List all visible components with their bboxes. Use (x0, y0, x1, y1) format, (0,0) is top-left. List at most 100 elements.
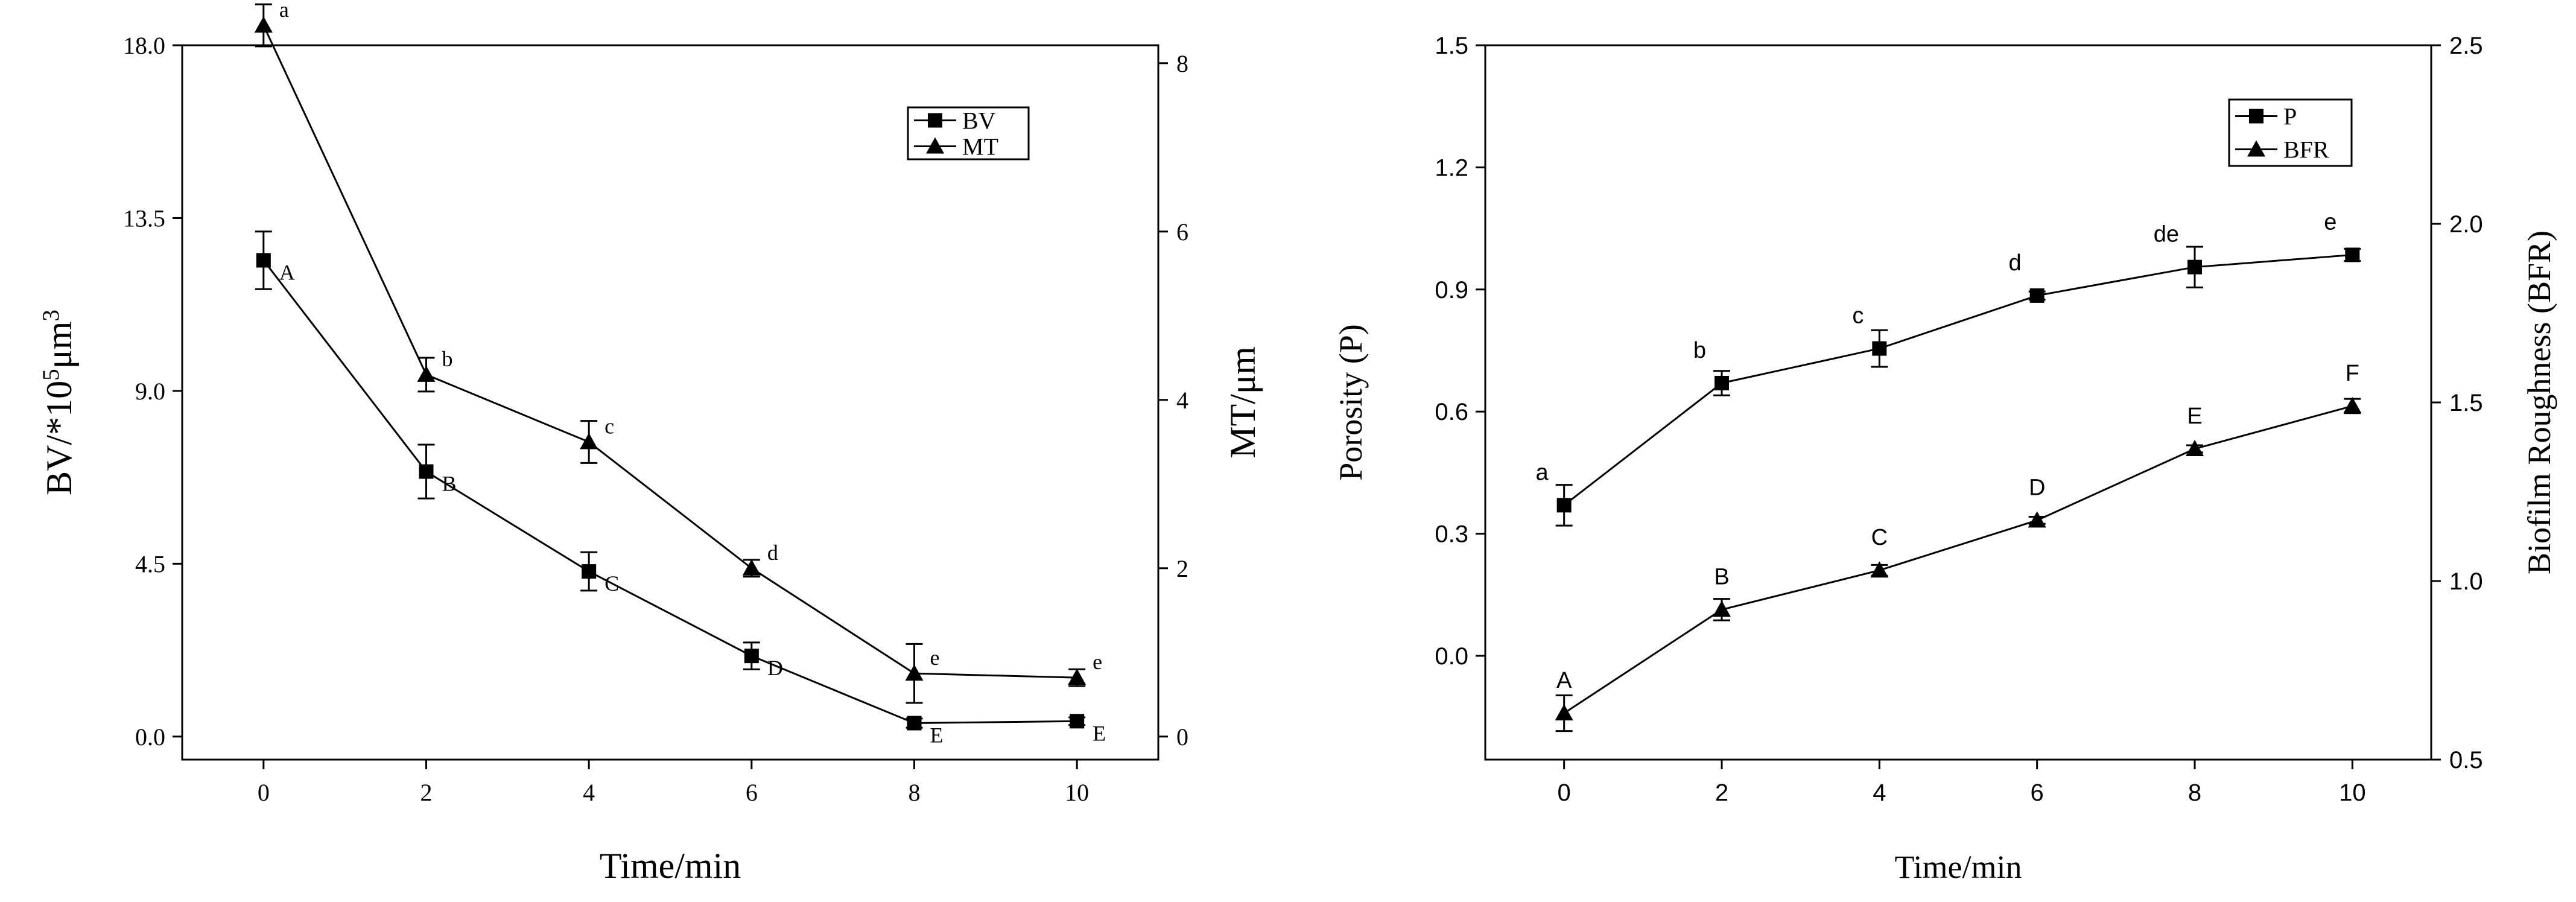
legend-label-p: P (2283, 103, 2297, 130)
significance-label: D (2029, 475, 2045, 500)
significance-label: e (1093, 650, 1102, 674)
series-mt: a b c d e e (254, 0, 1102, 704)
y2-tick-label: 1.0 (2449, 568, 2483, 595)
data-point-bfr (2343, 396, 2362, 413)
y2-tick-label: 2 (1176, 555, 1188, 582)
legend-label-bfr: BFR (2283, 136, 2329, 164)
significance-label: E (2187, 404, 2202, 429)
y-tick-label: 13.5 (123, 205, 165, 232)
data-point-p (2029, 288, 2045, 303)
y-axis-label-part: BV/*10 (39, 381, 79, 495)
x-tick-label: 6 (2031, 780, 2044, 806)
significance-label: F (2346, 361, 2359, 386)
x-tick-label: 4 (1873, 780, 1886, 806)
y-axis-label-part: μm (39, 322, 79, 369)
data-point-bv (1070, 714, 1085, 729)
y-tick-label: 0.6 (1435, 399, 1468, 425)
x-axis-label: Time/min (1894, 849, 2022, 885)
y2-tick-label: 1.5 (2449, 390, 2483, 416)
significance-label: a (279, 0, 289, 22)
y-tick-label: 0.3 (1435, 521, 1468, 548)
significance-label: E (930, 723, 944, 748)
data-point-p (2187, 259, 2202, 275)
data-point-bv (419, 464, 434, 479)
significance-label: b (442, 347, 453, 371)
data-point-p (1872, 341, 1887, 356)
series-bv: A B C D E E (255, 230, 1106, 748)
y-tick-label: 4.5 (135, 550, 165, 577)
x-tick-label: 0 (1558, 780, 1571, 806)
y-axis-label-superscript: 3 (38, 310, 64, 322)
y-tick-label: 1.2 (1435, 154, 1468, 181)
y-tick-label: 0.9 (1435, 277, 1468, 303)
significance-label: E (1093, 721, 1106, 745)
chart-porosity-roughness: 0 2 4 6 8 10 0.0 0.3 0.6 0.9 1.2 1.5 0.5 1.0 1.5 2.0 2.5… (1333, 33, 2557, 885)
data-point-mt (742, 559, 761, 576)
legend: P BFR (2228, 98, 2353, 167)
y2-axis-label: MT/μm (1223, 346, 1263, 459)
series-line-bfr (1563, 405, 2353, 714)
y2-tick-label: 2.5 (2449, 33, 2483, 59)
x-tick-label: 4 (583, 779, 595, 806)
y-tick-label: 1.5 (1435, 33, 1468, 59)
x-tick-label: 2 (420, 779, 433, 806)
x-tick-label: 10 (2339, 780, 2366, 806)
data-point-mt (1068, 669, 1087, 685)
x-tick-label: 8 (909, 779, 921, 806)
significance-label: e (930, 646, 940, 670)
data-point-bfr (2186, 439, 2204, 456)
x-tick-label: 6 (746, 779, 758, 806)
x-tick-label: 0 (258, 779, 270, 806)
significance-label: D (767, 656, 783, 680)
y-tick-label: 18.0 (123, 32, 165, 59)
y-axis-label: Porosity (P) (1333, 324, 1369, 481)
significance-label: C (604, 571, 619, 596)
y2-tick-label: 0 (1176, 723, 1188, 751)
data-point-bv (582, 564, 597, 579)
data-point-mt (905, 664, 924, 681)
x-axis-label: Time/min (600, 846, 741, 886)
y-tick-label: 0.0 (135, 723, 165, 751)
y2-tick-label: 2.0 (2449, 211, 2483, 238)
significance-label: c (1852, 303, 1864, 329)
legend-marker-p (2249, 109, 2264, 124)
y2-axis-label: Biofilm Roughness (BFR) (2521, 230, 2557, 574)
series-line-bv (262, 259, 1077, 725)
significance-label: de (2154, 222, 2179, 247)
data-point-p (1556, 498, 1572, 513)
data-point-bv (907, 716, 922, 731)
legend-marker-bv (928, 113, 942, 128)
y-axis-label: BV/*105μm3 (38, 310, 80, 495)
x-tick-label: 10 (1065, 779, 1089, 806)
significance-label: b (1693, 338, 1706, 363)
data-point-bfr (1870, 561, 1889, 578)
significance-label: A (279, 260, 295, 284)
y2-tick-label: 0.5 (2449, 747, 2483, 773)
x-tick-label: 8 (2188, 780, 2201, 806)
series-line-p (1563, 253, 2353, 506)
significance-label: a (1536, 460, 1549, 485)
series-line-mt (262, 25, 1077, 679)
data-point-mt (417, 365, 436, 382)
significance-label: B (1714, 564, 1729, 589)
significance-label: d (767, 541, 778, 565)
x-tick-label: 2 (1715, 780, 1728, 806)
y-tick-label: 9.0 (135, 378, 165, 405)
significance-label: B (442, 472, 457, 496)
data-point-bfr (1713, 600, 1731, 617)
significance-label: e (2324, 209, 2336, 235)
data-point-mt (254, 16, 273, 33)
chart-biovolume-thickness: 0 2 4 6 8 10 0.0 4.5 9.0 13.5 18.0 0 2 4 6 8 Time/min BV/… (38, 0, 1263, 886)
data-point-bv (256, 253, 271, 268)
data-point-bv (744, 649, 759, 664)
y2-tick-label: 8 (1176, 50, 1188, 77)
y-axis-label-superscript: 5 (38, 369, 64, 381)
legend-label-mt: MT (962, 133, 998, 160)
y2-tick-label: 6 (1176, 218, 1188, 246)
data-point-p (1715, 375, 1729, 390)
significance-label: A (1556, 668, 1572, 693)
legend-label-bv: BV (962, 107, 996, 135)
significance-label: d (2009, 250, 2022, 276)
